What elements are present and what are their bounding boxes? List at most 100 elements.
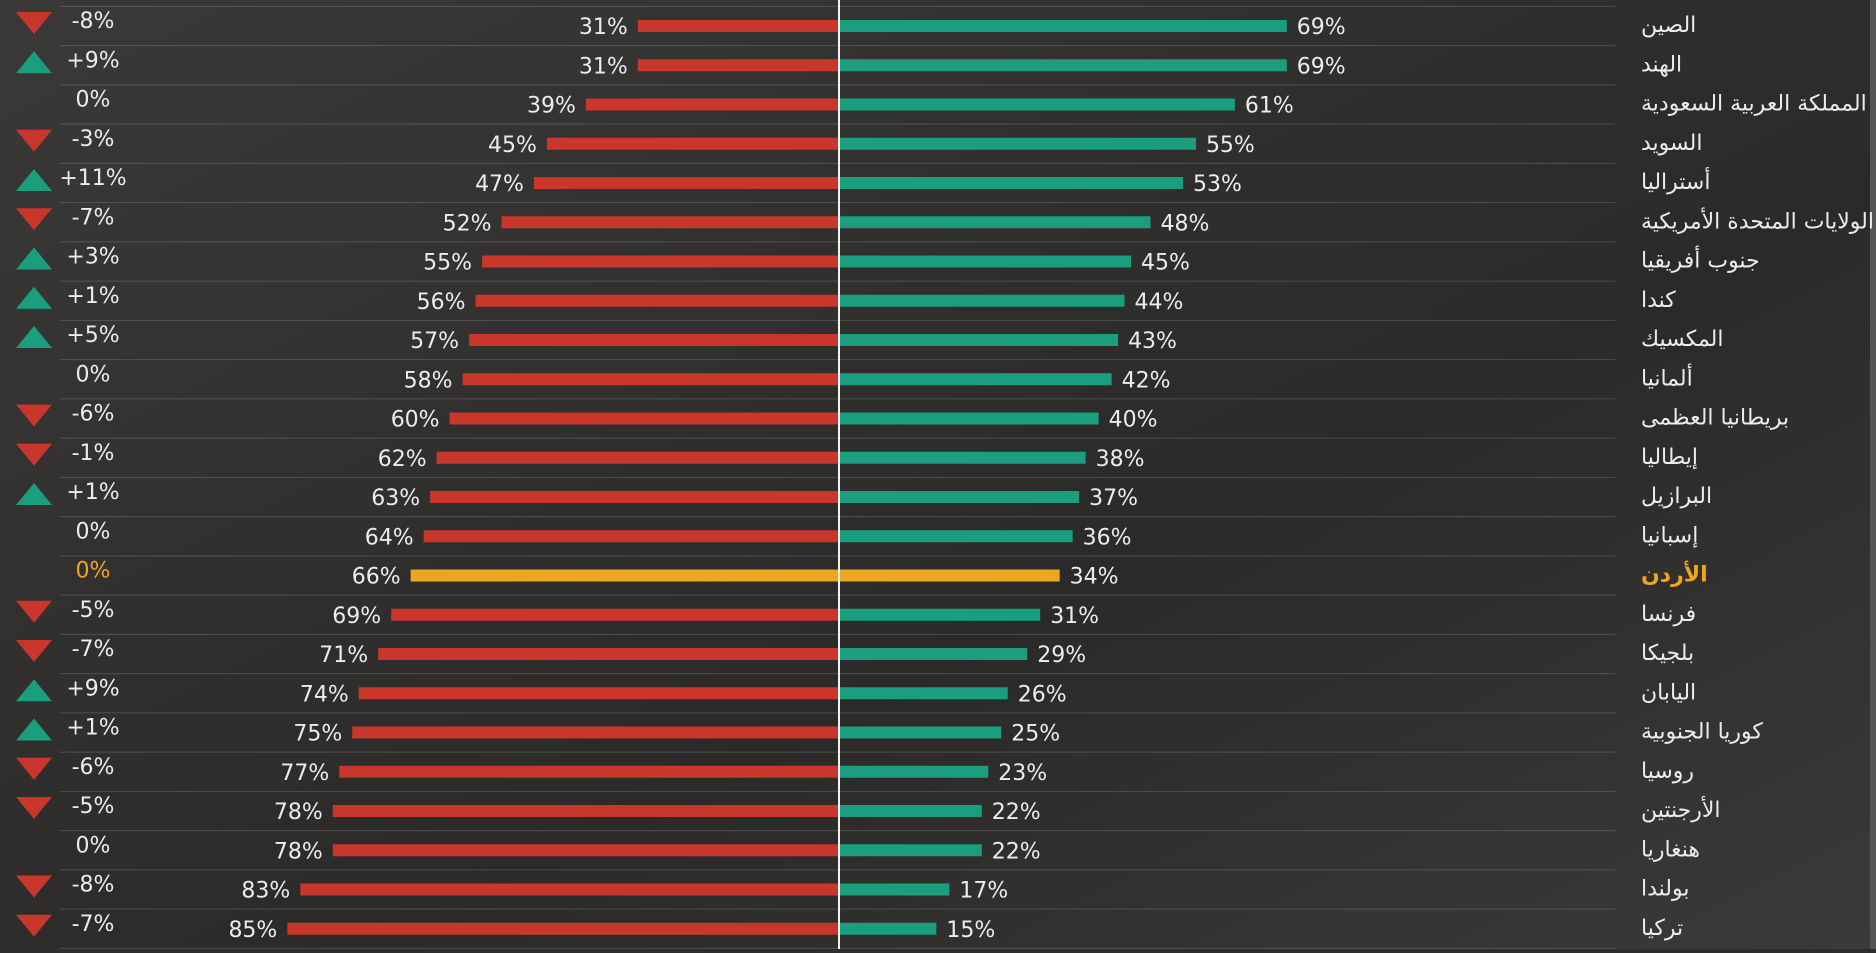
left-bar — [333, 844, 839, 856]
right-bar — [839, 570, 1060, 582]
right-bar — [839, 295, 1125, 307]
left-value-label: 47% — [475, 172, 524, 197]
country-label: الأردن — [1641, 560, 1708, 588]
right-bar — [839, 727, 1001, 739]
country-label: الصين — [1641, 13, 1696, 38]
change-label: -3% — [72, 127, 115, 152]
change-label: 0% — [76, 88, 111, 113]
right-value-label: 37% — [1089, 486, 1138, 511]
right-value-label: 55% — [1206, 133, 1255, 158]
left-bar — [638, 59, 839, 71]
edge-strip — [1870, 0, 1876, 949]
country-label: فرنسا — [1641, 602, 1696, 627]
right-value-label: 36% — [1083, 525, 1132, 550]
left-value-label: 71% — [319, 643, 368, 668]
right-bar — [839, 805, 982, 817]
right-value-label: 40% — [1109, 408, 1158, 433]
country-label: المملكة العربية السعودية — [1641, 92, 1867, 117]
right-bar — [839, 844, 982, 856]
left-value-label: 31% — [579, 15, 628, 40]
left-bar — [534, 177, 839, 189]
country-label: بلجيكا — [1641, 641, 1694, 666]
right-bar — [839, 216, 1151, 228]
change-label: 0% — [76, 559, 111, 584]
change-label: -7% — [72, 912, 115, 937]
change-label: -7% — [72, 637, 115, 662]
left-value-label: 77% — [280, 761, 329, 786]
right-bar — [839, 452, 1086, 464]
left-bar — [482, 256, 839, 268]
country-label: الولايات المتحدة الأمريكية — [1641, 207, 1874, 234]
left-bar — [333, 805, 839, 817]
right-value-label: 38% — [1096, 447, 1145, 472]
change-label: 0% — [76, 362, 111, 387]
left-bar — [424, 530, 839, 542]
right-value-label: 22% — [992, 839, 1041, 864]
right-bar — [839, 687, 1008, 699]
left-value-label: 63% — [371, 486, 420, 511]
change-label: +3% — [66, 245, 119, 270]
left-value-label: 45% — [488, 133, 537, 158]
left-bar — [430, 491, 839, 503]
change-label: -7% — [72, 205, 115, 230]
right-bar — [839, 177, 1183, 189]
left-value-label: 57% — [410, 329, 459, 354]
right-bar — [839, 20, 1287, 32]
left-value-label: 55% — [423, 251, 472, 276]
left-bar — [300, 884, 839, 896]
left-value-label: 31% — [579, 54, 628, 79]
left-value-label: 78% — [274, 839, 323, 864]
change-label: +11% — [59, 166, 126, 191]
right-value-label: 15% — [946, 918, 995, 943]
right-bar — [839, 648, 1027, 660]
country-label: الهند — [1641, 52, 1682, 77]
right-bar — [839, 59, 1287, 71]
country-label: المكسيك — [1641, 327, 1724, 352]
right-bar — [839, 256, 1131, 268]
country-label: اليابان — [1641, 680, 1696, 705]
change-label: +9% — [66, 48, 119, 73]
left-value-label: 75% — [293, 722, 342, 747]
right-value-label: 43% — [1128, 329, 1177, 354]
left-bar — [339, 766, 839, 778]
left-bar — [352, 727, 839, 739]
right-value-label: 45% — [1141, 251, 1190, 276]
left-value-label: 85% — [228, 918, 277, 943]
country-label: كندا — [1641, 288, 1676, 313]
change-label: -6% — [72, 402, 115, 427]
country-label: ألمانيا — [1641, 363, 1693, 391]
left-bar — [287, 923, 839, 935]
right-bar — [839, 884, 949, 896]
left-bar — [469, 334, 839, 346]
right-value-label: 69% — [1297, 15, 1346, 40]
left-value-label: 52% — [443, 211, 492, 236]
left-value-label: 69% — [332, 604, 381, 629]
right-bar — [839, 923, 936, 935]
change-label: 0% — [76, 833, 111, 858]
left-value-label: 56% — [417, 290, 466, 315]
change-label: +1% — [66, 284, 119, 309]
right-value-label: 26% — [1018, 682, 1067, 707]
country-label: بولندا — [1641, 877, 1690, 902]
country-label: أستراليا — [1641, 167, 1710, 195]
right-bar — [839, 334, 1118, 346]
left-value-label: 60% — [391, 408, 440, 433]
change-label: -1% — [72, 441, 115, 466]
country-label: الأرجنتين — [1641, 796, 1721, 823]
left-bar — [359, 687, 839, 699]
right-value-label: 22% — [992, 800, 1041, 825]
country-label: إيطاليا — [1641, 445, 1698, 470]
country-label: هنغاريا — [1641, 837, 1700, 862]
change-label: -8% — [72, 873, 115, 898]
left-value-label: 74% — [300, 682, 349, 707]
left-bar — [391, 609, 839, 621]
right-bar — [839, 413, 1099, 425]
right-value-label: 44% — [1135, 290, 1184, 315]
left-value-label: 58% — [404, 368, 453, 393]
left-bar — [411, 570, 839, 582]
right-value-label: 69% — [1297, 54, 1346, 79]
country-label: تركيا — [1641, 916, 1683, 941]
right-value-label: 17% — [959, 879, 1008, 904]
right-bar — [839, 609, 1040, 621]
left-value-label: 83% — [241, 879, 290, 904]
